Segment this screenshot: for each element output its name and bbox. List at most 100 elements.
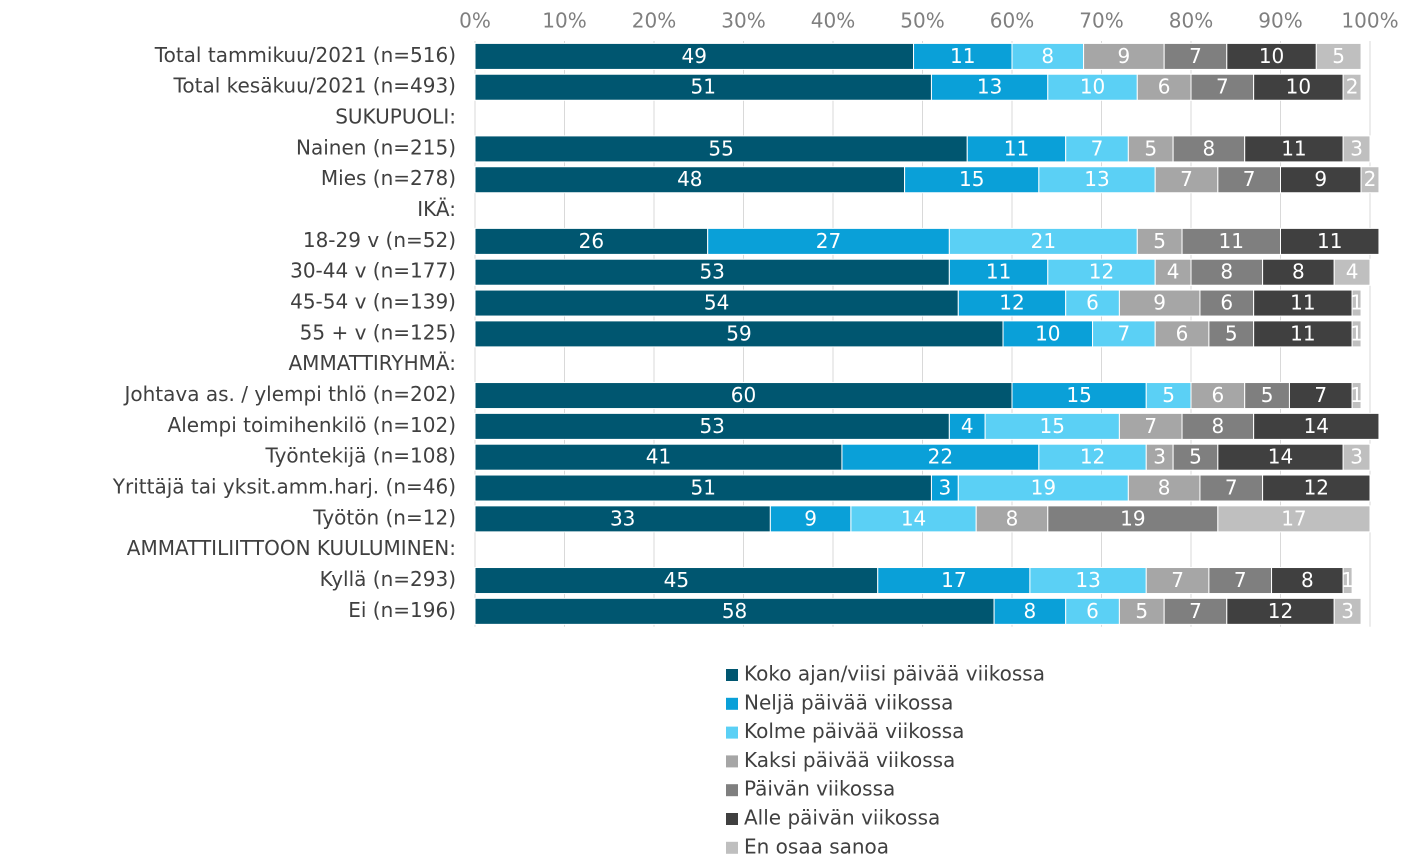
data-label: 17 (1281, 506, 1306, 530)
data-label: 60 (731, 383, 756, 407)
data-label: 2 (1346, 75, 1359, 99)
data-label: 11 (1290, 291, 1315, 315)
x-tick-label: 30% (721, 9, 765, 33)
bar-segment (1181, 227, 1282, 255)
category-label: 18-29 v (n=52) (303, 228, 456, 252)
data-label: 8 (1006, 506, 1019, 530)
data-label: 7 (1091, 136, 1104, 160)
data-label: 11 (1290, 321, 1315, 345)
data-label: 8 (1292, 260, 1305, 284)
bar-segment (1118, 412, 1183, 440)
legend-swatch (726, 726, 738, 739)
legend-swatch (726, 755, 738, 768)
data-label: 11 (1281, 136, 1306, 160)
data-label: 7 (1189, 44, 1202, 68)
data-label: 7 (1144, 414, 1157, 438)
category-label: Total tammikuu/2021 (n=516) (154, 43, 456, 67)
data-label: 12 (1089, 260, 1114, 284)
data-label: 1 (1350, 383, 1363, 407)
bar-segment (1047, 505, 1219, 533)
data-label: 19 (1120, 506, 1145, 530)
data-label: 3 (1350, 136, 1363, 160)
bar-segment (1271, 567, 1344, 595)
bar-segment (1217, 443, 1344, 471)
category-label: Alempi toimihenkilö (n=102) (168, 413, 456, 437)
bar-segment (1288, 382, 1353, 410)
bar-segment (1083, 42, 1165, 70)
bar-segment (769, 505, 852, 533)
legend-label: Alle päivän viikossa (744, 806, 940, 830)
bar-segment (1217, 505, 1371, 533)
bar-segment (1199, 289, 1255, 317)
bar-segment (1172, 135, 1246, 163)
bar-segment (1280, 227, 1380, 255)
data-label: 5 (1225, 321, 1238, 345)
data-label: 5 (1189, 445, 1202, 469)
bar-segment (474, 227, 709, 255)
bar-segment (1190, 73, 1255, 101)
data-label: 8 (1041, 44, 1054, 68)
bar-segment (1011, 382, 1147, 410)
data-label: 7 (1171, 568, 1184, 592)
data-label: 14 (1268, 445, 1293, 469)
data-label: 22 (928, 445, 953, 469)
category-label: AMMATTIRYHMÄ: (289, 351, 457, 375)
bar-segment (1154, 320, 1210, 348)
bar-segment (948, 258, 1049, 286)
legend-label: Kaksi päivää viikossa (744, 748, 955, 772)
data-label: 45 (664, 568, 689, 592)
bar-segment (1118, 597, 1165, 625)
category-label: Johtava as. / ylempi thlö (n=202) (122, 382, 456, 406)
bar-segment (975, 505, 1049, 533)
data-label: 26 (579, 229, 604, 253)
x-tick-label: 10% (542, 9, 586, 33)
data-label: 9 (1314, 167, 1327, 191)
data-label: 8 (1220, 260, 1233, 284)
data-label: 10 (1035, 321, 1060, 345)
data-label: 7 (1180, 167, 1193, 191)
bar-segment (1145, 567, 1210, 595)
data-label: 15 (959, 167, 984, 191)
legend-swatch (726, 784, 738, 797)
bar-segment (913, 42, 1013, 70)
bar-segment (1065, 135, 1129, 163)
data-label: 11 (986, 260, 1011, 284)
bar-segment (1127, 474, 1201, 502)
bar-segment (707, 227, 950, 255)
data-label: 59 (726, 321, 751, 345)
data-label: 8 (1203, 136, 1216, 160)
data-label: 13 (1084, 167, 1109, 191)
data-label: 5 (1153, 229, 1166, 253)
bar-segment (474, 135, 968, 163)
data-label: 7 (1314, 383, 1327, 407)
data-label: 1 (1350, 291, 1363, 315)
legend-label: Koko ajan/viisi päivää viikossa (744, 662, 1045, 686)
data-label: 7 (1243, 167, 1256, 191)
x-tick-label: 20% (632, 9, 676, 33)
bar-segment (1154, 258, 1192, 286)
bar-segment (930, 474, 959, 502)
bar-segment (930, 73, 1049, 101)
data-label: 1 (1350, 321, 1363, 345)
bar-segment (1351, 289, 1362, 317)
bar-segment (1208, 567, 1273, 595)
bar-segment (1342, 567, 1353, 595)
data-label: 3 (1350, 445, 1363, 469)
data-label: 5 (1162, 383, 1175, 407)
data-label: 11 (1219, 229, 1244, 253)
bar-segment (1136, 73, 1192, 101)
legend-swatch (726, 697, 738, 710)
bar-segment (1145, 382, 1192, 410)
category-label: AMMATTILIITTOON KUULUMINEN: (127, 536, 456, 560)
bar-segment (1190, 382, 1246, 410)
data-label: 5 (1261, 383, 1274, 407)
bar-segment (474, 289, 959, 317)
bar-segment (1333, 258, 1371, 286)
data-label: 17 (941, 568, 966, 592)
data-label: 7 (1216, 75, 1229, 99)
category-label: SUKUPUOLI: (335, 105, 456, 129)
bar-segment (1262, 258, 1335, 286)
data-label: 9 (1153, 291, 1166, 315)
category-label: 45-54 v (n=139) (290, 290, 456, 314)
